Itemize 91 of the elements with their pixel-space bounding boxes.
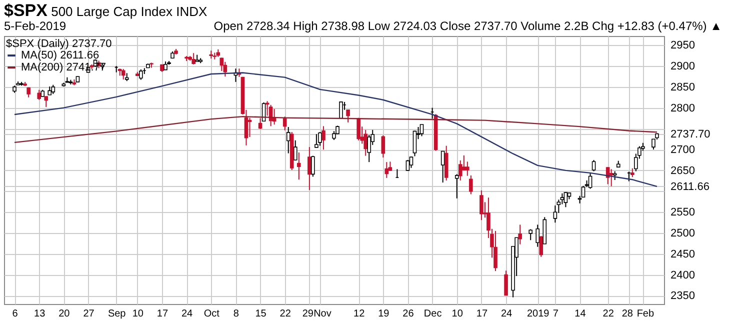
- line-series: [14, 116, 658, 144]
- x-tick-label: 12: [354, 308, 366, 320]
- candlestick: [44, 96, 48, 108]
- x-tick-label: 2019: [526, 308, 550, 320]
- candlestick: [536, 224, 540, 248]
- candlestick: [367, 134, 372, 163]
- candlestick: [37, 89, 42, 100]
- candlestick: [339, 102, 343, 119]
- candlestick: [454, 174, 459, 199]
- x-tick-label: 22: [602, 308, 614, 320]
- chart-subtitle: 500 Large Cap Index INDX: [50, 4, 208, 19]
- x-tick-label: 10: [132, 308, 144, 320]
- candlestick: [248, 117, 252, 138]
- candlestick: [282, 116, 287, 131]
- x-tick-label: 19: [378, 308, 390, 320]
- x-tick-label: 10: [452, 308, 464, 320]
- x-tick-label: 7: [552, 308, 559, 320]
- y-tick-label: 2900: [670, 60, 695, 73]
- candlestick: [258, 118, 262, 130]
- candlestick: [420, 124, 424, 137]
- x-tick-label: 8: [233, 308, 240, 320]
- text: Open 2728.34 High 2738.98 Low 2724.03 Close 2737.70 Volume 2.2B Chg +12.83 (+0.47%) ▲: [214, 19, 722, 33]
- x-tick-label: 28: [622, 308, 634, 320]
- candlestick: [440, 150, 445, 184]
- y-tick-label: 2550: [670, 206, 695, 219]
- candlestick: [296, 152, 301, 180]
- x-tick-label: 26: [402, 308, 414, 320]
- y-tick-label: 2611.66: [670, 180, 710, 193]
- y-tick-label: 2650: [670, 164, 695, 177]
- candlestick: [121, 68, 126, 80]
- legend-label: MA(50) 2611.66: [21, 50, 100, 62]
- candlestick: [458, 160, 462, 181]
- candlestick: [286, 126, 290, 154]
- candlestick: [381, 134, 386, 158]
- x-tick-label: 27: [83, 308, 95, 320]
- candlestick: [293, 140, 298, 161]
- x-tick-label: 17: [476, 308, 488, 320]
- x-tick-label: 13: [34, 308, 46, 320]
- x-tick-label: Feb: [636, 308, 654, 320]
- candlestick: [318, 132, 322, 146]
- x-tick-label: 6: [12, 308, 18, 320]
- y-tick-label: 2850: [670, 81, 695, 94]
- candlestick: [311, 155, 315, 178]
- x-tick-label: 15: [255, 308, 267, 320]
- x-tick-label: Dec: [424, 308, 442, 320]
- x-tick-label: 20: [58, 308, 70, 320]
- y-tick-label: 2737.70: [670, 128, 710, 140]
- candlestick: [494, 230, 498, 272]
- text: 5-Feb-2019: [4, 19, 66, 33]
- x-tick-label: 14: [574, 308, 586, 320]
- candlestick: [346, 109, 350, 123]
- x-tick-label: 22: [280, 308, 292, 320]
- x-tick-label: 17: [156, 308, 168, 320]
- chart-title: $SPX: [4, 1, 48, 20]
- candlestick: [384, 162, 389, 178]
- candlestick: [592, 159, 596, 172]
- candlestick: [518, 224, 522, 245]
- candlestick: [409, 156, 414, 168]
- y-tick-label: 2500: [670, 228, 695, 240]
- candlestick: [564, 192, 568, 208]
- candlestick: [139, 68, 143, 80]
- candlestick: [588, 172, 592, 190]
- candlestick: [223, 61, 228, 77]
- candlestick: [504, 270, 508, 296]
- candlestick: [406, 159, 410, 172]
- candlestick: [466, 161, 470, 176]
- candlestick: [364, 129, 368, 156]
- x-tick-label: 29: [302, 308, 314, 320]
- y-tick-label: 2450: [670, 248, 695, 260]
- x-tick-label: 24: [181, 308, 194, 320]
- candlestick: [322, 126, 326, 150]
- x-tick-label: Nov: [314, 308, 332, 320]
- y-tick-label: 2950: [670, 40, 695, 52]
- y-tick-label: 2800: [670, 102, 695, 114]
- legend-title: $SPX (Daily) 2737.70: [6, 38, 112, 50]
- candlestick: [469, 174, 473, 195]
- candlestick: [609, 168, 614, 187]
- y-tick-label: 2700: [670, 144, 695, 156]
- candlestick: [480, 190, 484, 221]
- x-tick-label: Oct: [204, 308, 220, 320]
- y-tick-label: 2400: [670, 269, 695, 282]
- candlestick: [412, 130, 417, 157]
- line-series: [14, 72, 658, 188]
- x-tick-label: Sep: [108, 308, 126, 320]
- candlestick: [314, 134, 318, 148]
- x-tick-label: 24: [500, 308, 513, 320]
- candlestick: [192, 52, 196, 65]
- candlestick: [308, 146, 312, 191]
- y-tick-label: 2350: [670, 290, 695, 302]
- candlestick: [51, 84, 56, 95]
- candlestick: [539, 235, 544, 258]
